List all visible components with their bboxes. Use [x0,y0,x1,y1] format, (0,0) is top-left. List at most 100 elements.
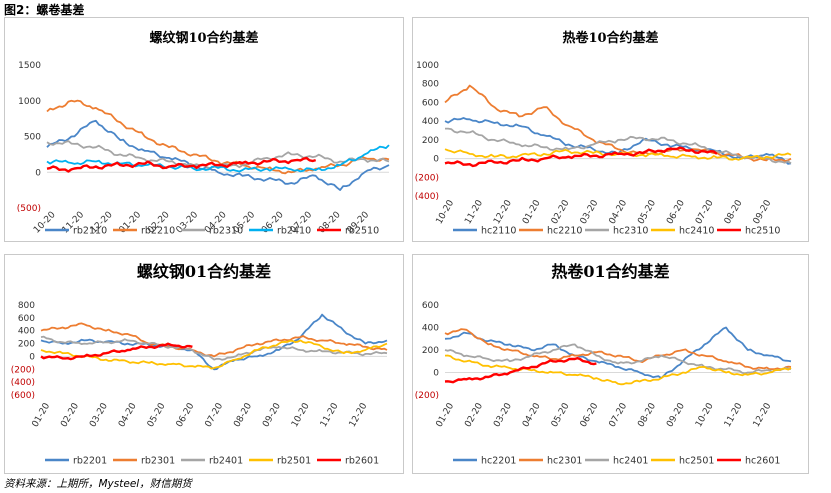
chart-svg: 热卷10合约基差 1000 800 600 400 200 0 (200) (400)10-20… [415,30,792,237]
x-tick-label: 09-20 [261,401,283,429]
y-tick-label: 400 [18,327,35,337]
x-tick-label: 11-20 [723,401,745,429]
x-tick-label: 02-20 [550,198,572,226]
y-tick-label: (200) [11,365,35,375]
legend-label: hc2510 [745,226,780,237]
legend-label: rb2401 [209,456,243,467]
series-line-hc2301 [444,328,792,371]
legend-label: rb2410 [277,226,311,237]
y-tick-label: 600 [18,314,35,324]
y-tick-label: 500 [24,133,41,143]
legend-label: rb2210 [141,226,175,237]
x-tick-label: 10-20 [290,401,312,429]
x-tick-label: 03-20 [175,210,201,236]
x-tick-label: 08-20 [636,401,658,429]
x-tick-label: 07-20 [694,198,716,226]
legend-label: rb2310 [209,226,243,237]
x-tick-label: 11-20 [463,198,485,226]
x-tick-label: 12-20 [348,401,370,429]
y-tick-label: 800 [422,80,439,90]
y-tick-label: 400 [422,117,439,127]
y-tick-label: (200) [415,173,439,183]
x-tick-label: 08-20 [317,210,343,236]
legend-label: hc2201 [481,456,516,467]
y-tick-label: (200) [415,391,439,401]
x-tick-label: 08-20 [232,401,254,429]
y-tick-label: 1500 [18,61,41,71]
series-line-rb2410 [46,144,390,173]
chart-title: 热卷10合约基差 [562,30,658,46]
series-line-hc2201 [444,326,792,379]
series-line-hc2401 [444,343,792,375]
x-tick-label: 03-20 [88,401,110,429]
x-tick-label: 04-20 [521,401,543,429]
series-line-rb2401 [40,335,388,361]
series-line-hc2310 [445,127,792,165]
chart-svg: 螺纹钢01合约基差 800 600 400 200 0 (200) (400) (600)01-… [11,262,388,467]
x-tick-label: 01-20 [435,401,457,429]
chart-title: 螺纹钢01合约基差 [137,262,271,281]
x-tick-label: 03-20 [492,401,514,429]
figure-source: 资料来源：上期所，Mysteel，财信期货 [4,478,192,490]
chart-panel-rb-10: 螺纹钢10合约基差 1500 1000 500 0 (500) 10-20 11-20 12-2… [4,17,404,242]
x-tick-label: 01-20 [31,401,53,429]
series-line-hc2601 [444,356,597,384]
x-tick-label: 02-20 [463,401,485,429]
y-tick-label: 0 [35,168,41,178]
y-tick-label: 600 [422,98,439,108]
x-tick-label: 06-20 [579,401,601,429]
chart-panel-hc-01: 热卷01合约基差 600 400 200 0 (200) 01-20 02-20 03-20 04… [412,254,809,474]
x-tick-label: 02-20 [59,401,81,429]
x-tick-label: 05-20 [146,401,168,429]
y-tick-label: 0 [433,155,439,165]
x-tick-label: 03-20 [579,198,601,226]
series-line-rb2510 [46,156,317,173]
series-line-rb2501 [40,339,388,370]
y-tick-label: 600 [422,301,439,311]
y-tick-label: 400 [422,324,439,334]
legend-label: rb2301 [141,456,175,467]
legend-label: hc2210 [547,226,582,237]
x-tick-label: 10-20 [435,198,457,226]
y-tick-label: (600) [11,391,35,401]
legend-label: hc2301 [547,456,582,467]
x-tick-label: 10-20 [694,401,716,429]
legend-label: rb2201 [73,456,107,467]
x-tick-label: 12-20 [752,401,774,429]
legend-label: rb2110 [73,226,107,237]
legend-label: rb2501 [277,456,311,467]
x-tick-label: 12-20 [492,198,514,226]
series-line-hc2510 [444,146,718,168]
x-tick-label: 07-20 [204,401,226,429]
y-tick-label: 200 [422,346,439,356]
y-tick-label: (500) [17,204,41,214]
series-line-rb2210 [46,99,390,175]
x-tick-label: 09-20 [752,198,774,226]
legend-label: hc2110 [481,226,516,237]
y-tick-label: 0 [433,369,439,379]
chart-panel-rb-01: 螺纹钢01合约基差 800 600 400 200 0 (200) (400) (600) 01-… [4,254,404,474]
x-tick-label: 01-20 [521,198,543,226]
legend-label: hc2501 [679,456,714,467]
series-line-rb2601 [40,342,193,361]
y-tick-label: 200 [18,340,35,350]
legend-label: rb2601 [345,456,379,467]
legend-label: hc2601 [745,456,780,467]
x-tick-label: 04-20 [117,401,139,429]
y-tick-label: 800 [18,301,35,311]
y-tick-label: (400) [11,378,35,388]
chart-svg: 热卷01合约基差 600 400 200 0 (200)01-20 02-20 03-20 04… [415,262,792,467]
series-line-rb2110 [46,119,390,192]
x-tick-label: 11-20 [319,401,341,429]
series-line-rb2301 [40,322,388,358]
y-tick-label: 1000 [18,97,41,107]
x-tick-label: 05-20 [550,401,572,429]
y-tick-label: 200 [422,136,439,146]
chart-panel-hc-10: 热卷10合约基差 1000 800 600 400 200 0 (200) (400) 10-20… [412,17,809,242]
legend-label: hc2410 [679,226,714,237]
x-tick-label: 05-20 [636,198,658,226]
x-tick-label: 06-20 [665,198,687,226]
legend-label: hc2401 [613,456,648,467]
chart-title: 热卷01合约基差 [551,262,669,281]
